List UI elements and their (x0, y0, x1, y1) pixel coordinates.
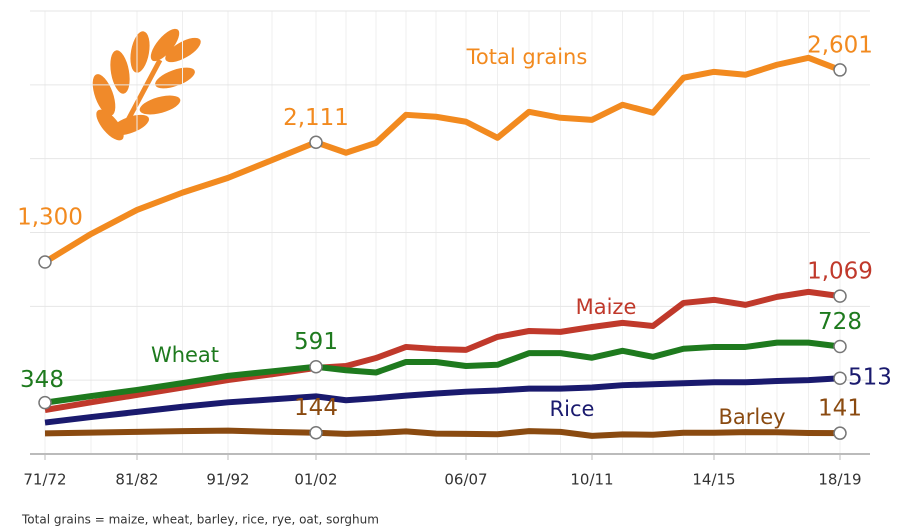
point-marker (833, 426, 847, 440)
data-label: 1,069 (807, 259, 873, 285)
x-tick-label: 01/02 (294, 471, 337, 489)
point-marker (833, 63, 847, 77)
x-tick-label: 06/07 (444, 471, 487, 489)
x-tick-label: 71/72 (23, 471, 66, 489)
series-name: Barley (718, 405, 785, 429)
point-marker (833, 339, 847, 354)
point-marker (309, 425, 323, 440)
footnote: Total grains = maize, wheat, barley, ric… (21, 513, 379, 527)
series-name: Maize (576, 295, 637, 319)
data-label: 728 (818, 309, 862, 335)
x-tick-label: 18/19 (818, 471, 861, 489)
series-line (44, 375, 841, 426)
data-label: 2,601 (807, 32, 873, 58)
data-label: 591 (294, 329, 338, 355)
point-marker (833, 371, 847, 385)
x-tick-label: 91/92 (206, 471, 249, 489)
data-label: 1,300 (17, 205, 83, 231)
series-name: Total grains (466, 45, 588, 69)
data-label: 2,111 (283, 105, 349, 131)
series-line (43, 54, 842, 265)
series-line (44, 339, 841, 406)
point-marker (309, 359, 323, 374)
data-label: 141 (818, 396, 862, 422)
data-label: 513 (848, 365, 892, 391)
series-line (44, 288, 841, 413)
x-tick-label: 81/82 (115, 471, 158, 489)
point-marker (309, 135, 323, 150)
series-name: Rice (550, 397, 595, 421)
point-marker (38, 255, 52, 269)
series-line (44, 427, 841, 439)
point-marker (38, 395, 52, 410)
point-marker (833, 289, 847, 303)
x-tick-label: 10/11 (570, 471, 613, 489)
wheat-icon (92, 28, 201, 141)
data-label: 144 (294, 395, 338, 421)
x-tick-label: 14/15 (692, 471, 735, 489)
data-label: 348 (20, 367, 64, 393)
series-name: Wheat (151, 343, 219, 367)
